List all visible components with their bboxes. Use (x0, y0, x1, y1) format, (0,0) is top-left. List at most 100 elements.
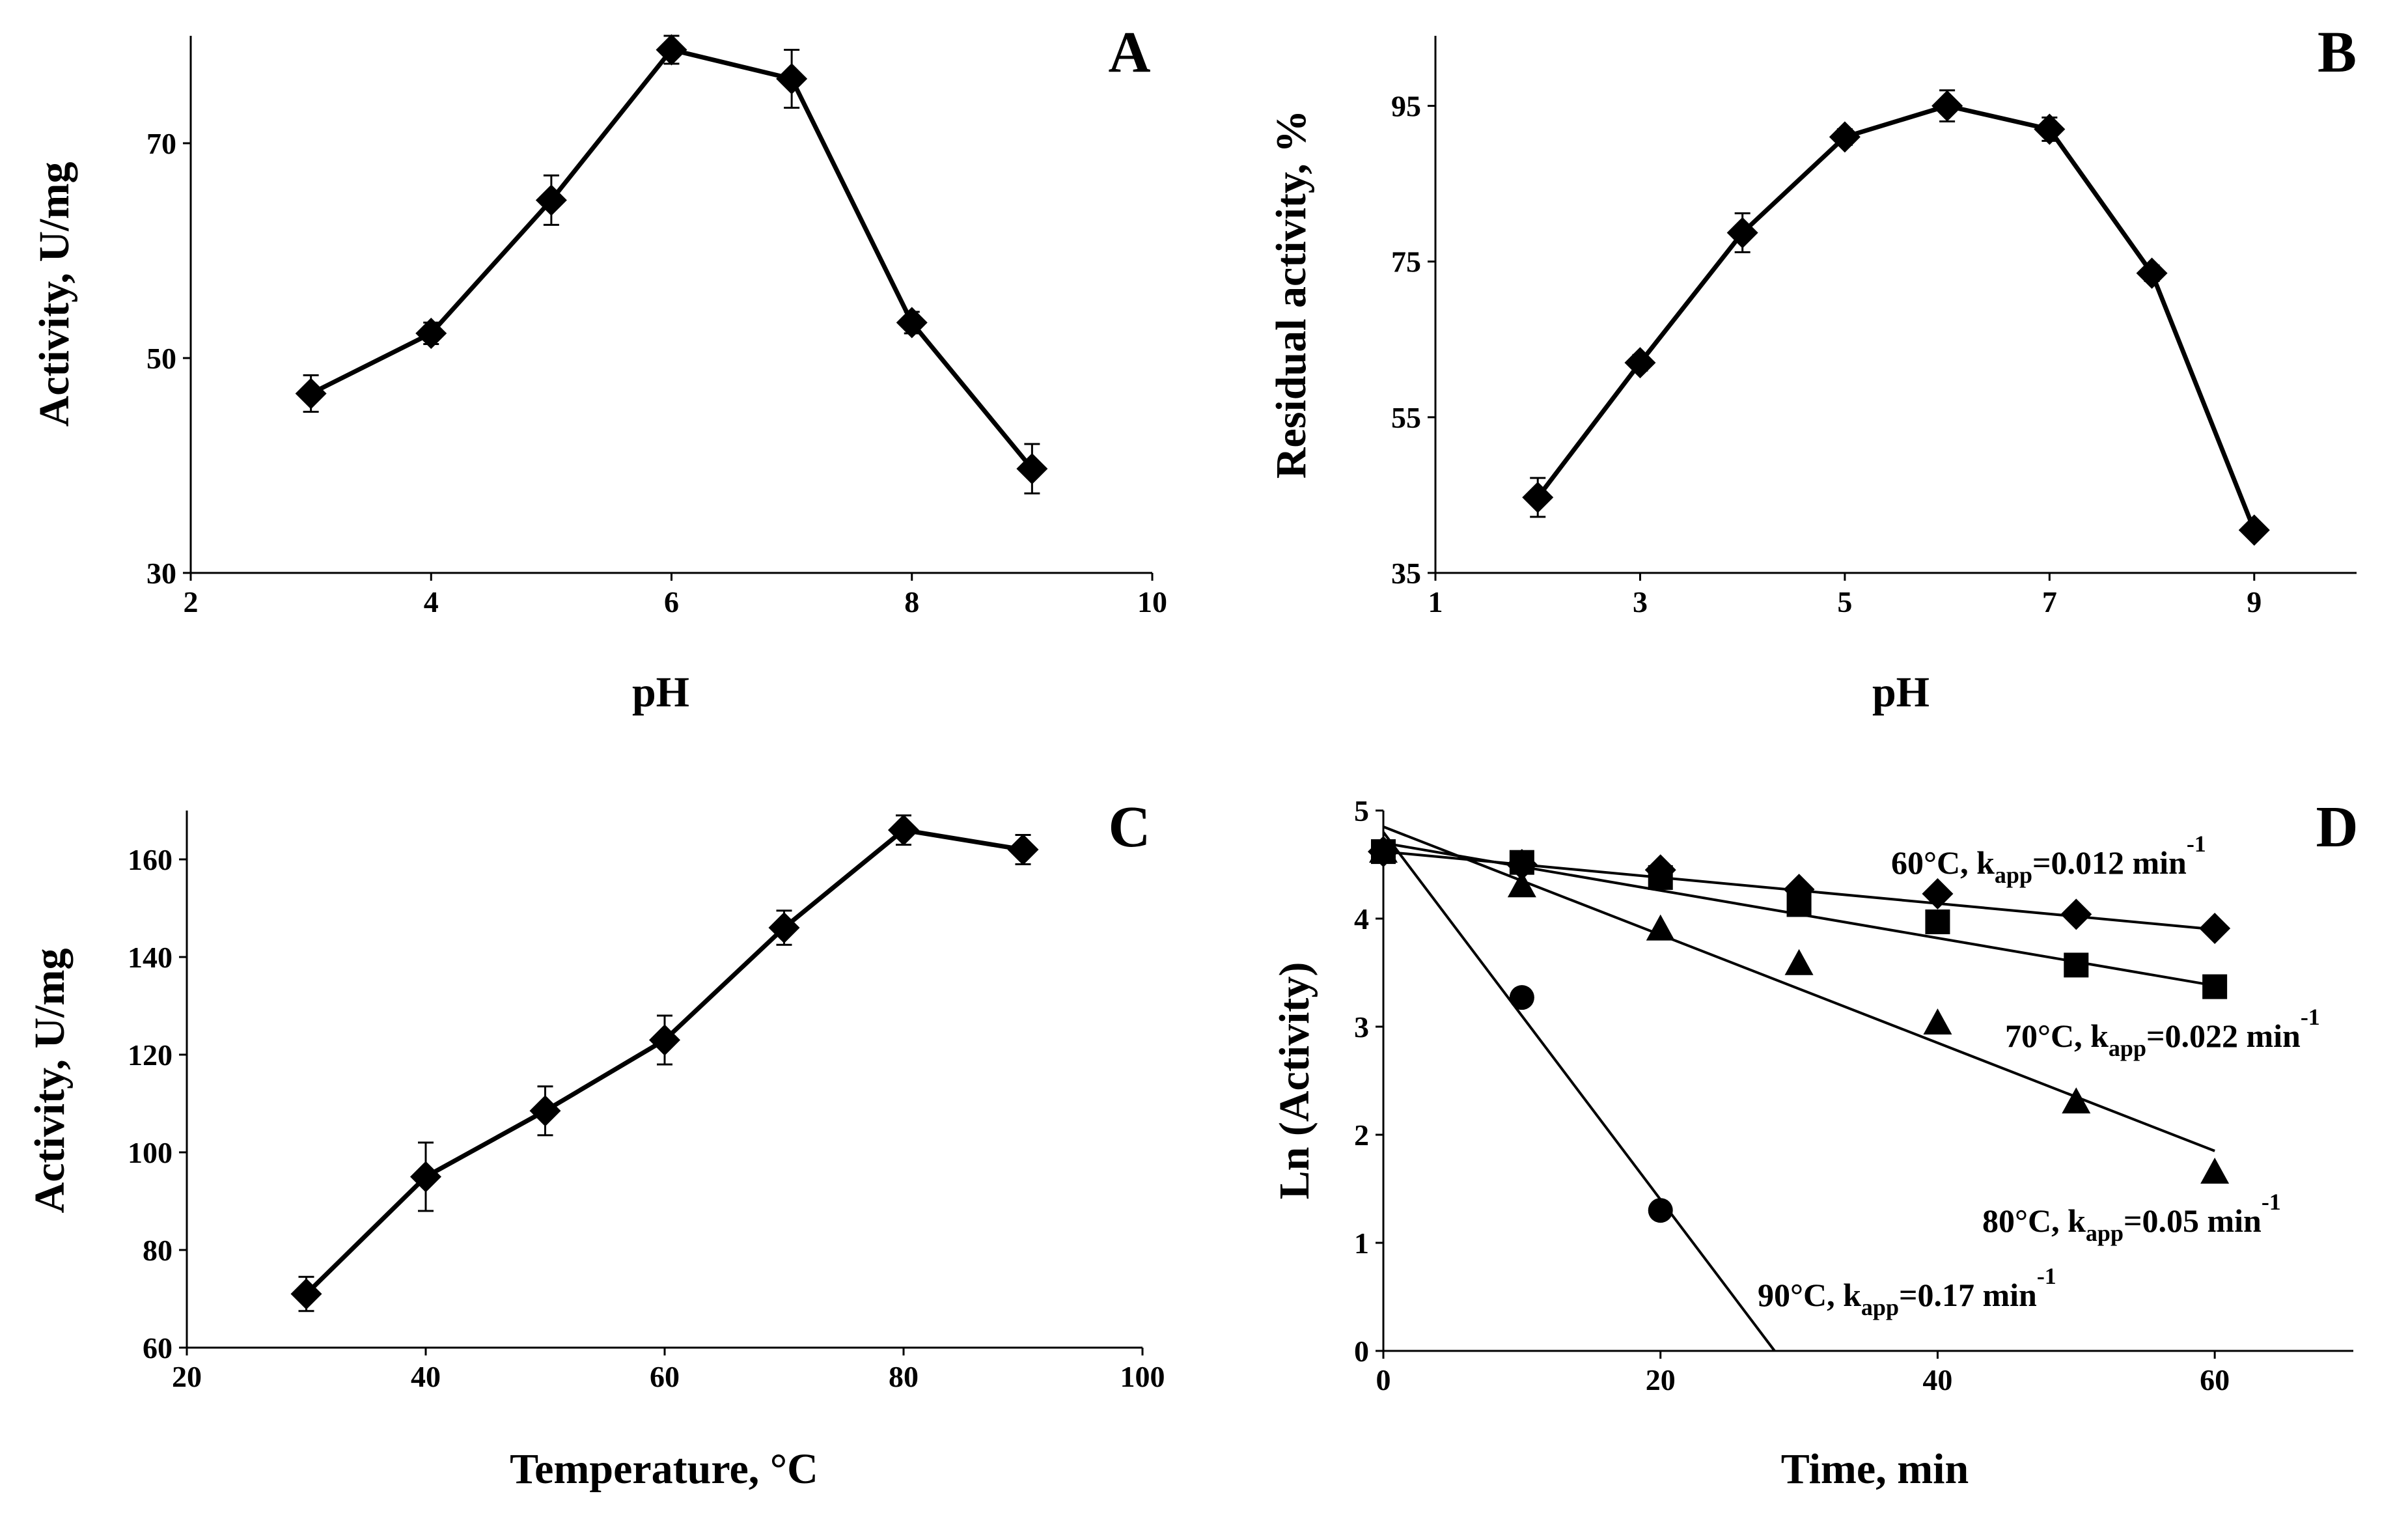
data-point (768, 912, 800, 943)
x-tick-label: 4 (424, 585, 439, 618)
y-tick-label: 95 (1391, 90, 1421, 123)
x-tick-label: 100 (1120, 1360, 1165, 1393)
y-tick-label: 30 (146, 557, 176, 590)
y-tick-label: 80 (143, 1234, 173, 1267)
panel-c: 20 40 60 80 100 60 80 100 120 140 160 Temperature, … (26, 795, 1165, 1493)
data-point (1786, 892, 1812, 917)
panel-label: C (1109, 795, 1151, 859)
data-point (1371, 839, 1396, 865)
y-axis-title: Activity, U/mg (26, 949, 74, 1214)
fit-line (1382, 831, 1776, 1352)
annotation-part: -1 (2037, 1263, 2056, 1289)
x-axis-title: pH (1872, 669, 1930, 716)
data-point (1646, 914, 1675, 941)
panel-a: 2 4 6 8 10 30 50 70 pH Activity, U/mg A (31, 20, 1167, 716)
x-axis-title: Time, min (1781, 1445, 1969, 1493)
annotation-part: -1 (2301, 1004, 2320, 1030)
y-axis-title: Ln (Activity) (1271, 962, 1318, 1200)
annotation-part: app (2109, 1035, 2146, 1061)
data-point (1931, 90, 1963, 122)
x-tick-label: 5 (1837, 585, 1852, 618)
x-tick-label: 20 (1646, 1363, 1676, 1396)
x-tick-label: 40 (411, 1360, 441, 1393)
y-tick-label: 55 (1391, 401, 1421, 434)
series-annotation: 90°C, kapp=0.17 min-1 (1758, 1263, 2056, 1320)
x-axis-title: Temperature, °C (510, 1445, 818, 1493)
data-point (2136, 257, 2168, 289)
y-tick-label: 120 (128, 1038, 173, 1072)
annotation-part: 60°C, k (1891, 844, 1995, 881)
annotation-part: app (1861, 1294, 1899, 1320)
data-point (1509, 850, 1534, 875)
data-point (2064, 952, 2089, 978)
data-point (1648, 865, 1673, 890)
data-point (1922, 878, 1954, 909)
panel-label: B (2318, 20, 2357, 85)
data-point (415, 318, 447, 350)
series-annotation: 80°C, kapp=0.05 min-1 (1982, 1189, 2281, 1246)
annotation-part: -1 (2187, 831, 2206, 857)
y-tick-label: 0 (1354, 1335, 1369, 1368)
data-point (2034, 113, 2066, 145)
x-tick-label: 60 (650, 1360, 680, 1393)
data-point (1507, 871, 1536, 898)
data-point (535, 184, 567, 216)
y-tick-label: 140 (128, 941, 173, 974)
y-tick-label: 160 (128, 843, 173, 876)
data-point (1522, 482, 1554, 514)
data-point (649, 1024, 680, 1056)
panel-d: 0 20 40 60 0 1 2 3 4 5 Time, min Ln (Activity) D 60°C… (1271, 794, 2359, 1493)
y-tick-label: 1 (1354, 1227, 1369, 1260)
y-tick-label: 4 (1354, 902, 1369, 936)
panel-label: A (1109, 20, 1151, 85)
y-tick-label: 2 (1354, 1118, 1369, 1152)
data-point (1726, 217, 1758, 249)
x-tick-label: 0 (1376, 1363, 1391, 1396)
y-tick-label: 50 (146, 342, 176, 375)
data-point (1925, 909, 1950, 934)
annotation-part: app (2086, 1220, 2124, 1246)
x-tick-label: 60 (2200, 1363, 2230, 1396)
annotation-part: =0.05 min (2124, 1202, 2262, 1239)
data-point (1007, 834, 1039, 865)
x-tick-label: 80 (889, 1360, 919, 1393)
x-axis-title: pH (632, 669, 689, 716)
y-tick-label: 70 (146, 127, 176, 160)
annotation-part: 90°C, k (1758, 1277, 1861, 1313)
data-point (295, 378, 327, 409)
data-point (410, 1161, 441, 1193)
x-tick-label: 1 (1428, 585, 1443, 618)
annotation-part: =0.012 min (2032, 844, 2187, 881)
x-tick-label: 9 (2247, 585, 2262, 618)
x-tick-label: 7 (2042, 585, 2057, 618)
series-line (1536, 104, 2257, 531)
data-point (1923, 1008, 1952, 1035)
y-axis-title: Activity, U/mg (31, 162, 78, 427)
annotation-part: -1 (2262, 1189, 2281, 1215)
data-point (1509, 985, 1534, 1010)
data-point (1624, 347, 1656, 379)
x-tick-label: 10 (1137, 585, 1167, 618)
annotation-part: 70°C, k (2005, 1018, 2109, 1054)
data-point (1829, 121, 1861, 153)
y-tick-label: 5 (1354, 794, 1369, 827)
data-point (2202, 974, 2228, 999)
data-point (2238, 514, 2270, 546)
x-tick-label: 3 (1633, 585, 1648, 618)
x-tick-label: 40 (1922, 1363, 1952, 1396)
series-annotation: 70°C, kapp=0.022 min-1 (2005, 1004, 2320, 1061)
data-point (2062, 1087, 2091, 1114)
data-point (290, 1278, 322, 1310)
panel-label: D (2316, 795, 2359, 859)
series-annotation: 60°C, kapp=0.012 min-1 (1891, 831, 2206, 888)
y-axis-title: Residual activity, % (1267, 110, 1315, 479)
data-point (2060, 898, 2092, 930)
data-point (776, 63, 808, 94)
data-point (1648, 1198, 1673, 1223)
data-point (656, 34, 687, 66)
x-tick-label: 6 (664, 585, 679, 618)
y-tick-label: 100 (128, 1136, 173, 1169)
y-tick-label: 60 (143, 1331, 173, 1365)
